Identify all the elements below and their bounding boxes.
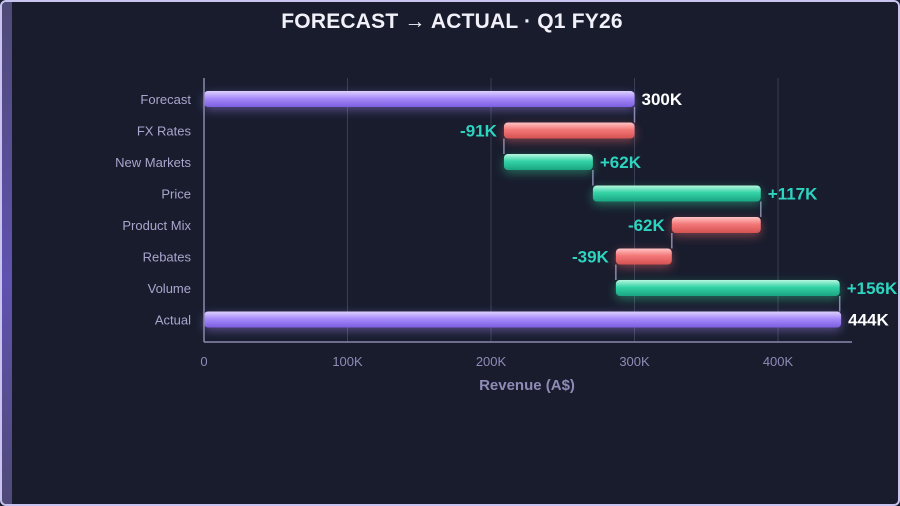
value-label: -62K	[628, 216, 666, 235]
bars	[204, 91, 842, 331]
x-tick-label: 300K	[619, 354, 650, 369]
edge-glow	[2, 2, 12, 504]
x-tick-label: 0	[200, 354, 207, 369]
value-label: +156K	[847, 279, 898, 298]
category-label: Volume	[148, 281, 191, 296]
value-label: +117K	[768, 185, 818, 204]
value-label: 300K	[642, 90, 683, 109]
chart-title: FORECAST → ACTUAL · Q1 FY26	[281, 10, 623, 33]
bar-decrease	[503, 122, 635, 139]
x-tick-label: 400K	[763, 354, 794, 369]
value-label: +62K	[600, 153, 642, 172]
x-tick-label: 200K	[476, 354, 507, 369]
connectors	[503, 107, 841, 312]
gridlines	[347, 78, 779, 342]
category-label: Product Mix	[122, 218, 191, 233]
bar-total	[204, 311, 842, 328]
labels: 0 100K 200K 300K 400K Forecast FX Rates New Mar…	[115, 90, 898, 369]
bar-total	[204, 91, 635, 107]
axes	[203, 78, 852, 343]
x-axis-title: Revenue (A$)	[479, 377, 575, 394]
bar-decrease	[671, 217, 761, 233]
category-label: Rebates	[143, 250, 192, 265]
value-label: -91K	[460, 122, 498, 141]
category-label: FX Rates	[137, 124, 192, 139]
value-label: -39K	[572, 248, 610, 267]
bar-increase	[592, 185, 761, 202]
category-label: Actual	[155, 313, 191, 328]
bar-increase	[615, 280, 840, 296]
bar-decrease	[615, 248, 672, 265]
category-label: Price	[161, 187, 191, 202]
category-label: New Markets	[115, 155, 191, 170]
category-label: Forecast	[140, 92, 191, 107]
x-tick-label: 100K	[332, 354, 363, 369]
bar-increase	[503, 154, 593, 170]
value-label: 444K	[848, 311, 889, 330]
